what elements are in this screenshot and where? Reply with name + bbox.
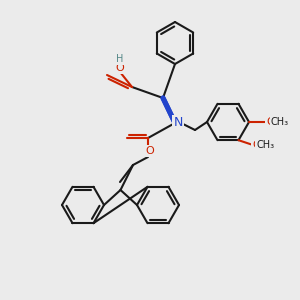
Text: O: O: [146, 146, 154, 156]
Text: O: O: [116, 63, 124, 73]
Text: O: O: [252, 140, 261, 150]
Text: CH₃: CH₃: [256, 140, 274, 150]
Text: H: H: [116, 54, 124, 64]
Text: CH₃: CH₃: [271, 117, 289, 127]
Text: N: N: [173, 116, 183, 130]
Text: O: O: [267, 117, 275, 127]
